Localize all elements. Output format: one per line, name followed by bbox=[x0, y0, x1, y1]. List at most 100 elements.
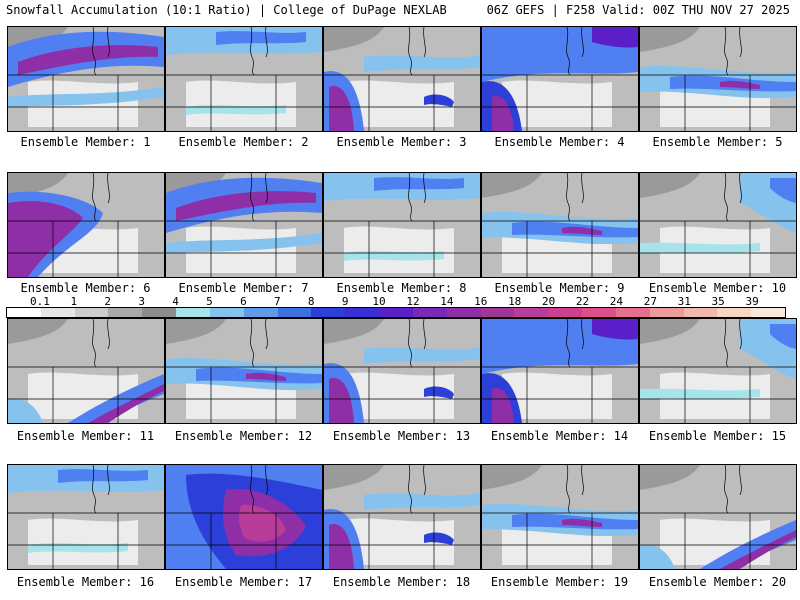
ensemble-member-map bbox=[639, 464, 797, 570]
colorbar-swatch bbox=[74, 308, 109, 317]
snowfall-contour bbox=[592, 27, 638, 48]
map-border-line bbox=[408, 319, 413, 368]
snowfall-contour bbox=[592, 319, 638, 340]
snowfall-contour bbox=[700, 520, 796, 569]
snowfall-field bbox=[640, 27, 796, 131]
colorbar-tick-label: 1 bbox=[70, 295, 78, 308]
colorbar-swatch bbox=[412, 308, 447, 317]
map-border-line bbox=[566, 319, 571, 368]
low-snow-area bbox=[28, 518, 138, 565]
colorbar-tick-label: 24 bbox=[609, 295, 624, 308]
colorbar-tick-label: 35 bbox=[711, 295, 725, 308]
low-snow-area bbox=[8, 173, 68, 198]
ensemble-member-label: Ensemble Member: 16 bbox=[16, 575, 155, 589]
snowfall-contour bbox=[8, 87, 164, 107]
low-snow-area bbox=[324, 319, 384, 344]
ensemble-member-map bbox=[481, 172, 639, 278]
low-snow-area bbox=[186, 80, 296, 127]
ensemble-member-map bbox=[7, 464, 165, 570]
map-border-line bbox=[265, 465, 268, 496]
snowfall-field bbox=[640, 465, 796, 569]
colorbar-tick-label: 3 bbox=[138, 295, 145, 308]
map-border-line bbox=[581, 173, 584, 204]
ensemble-member-map bbox=[7, 26, 165, 132]
colorbar-tick-label: 22 bbox=[575, 295, 590, 308]
colorbar-tick-label: 8 bbox=[307, 295, 315, 308]
colorbar-swatch bbox=[582, 308, 616, 317]
snowfall-field bbox=[8, 173, 164, 277]
map-border-line bbox=[566, 465, 571, 514]
snowfall-contour bbox=[770, 324, 796, 349]
snowfall-contour bbox=[88, 384, 164, 423]
map-border-line bbox=[581, 27, 584, 58]
colorbar-tick-label: 18 bbox=[508, 295, 522, 308]
colorbar-swatch bbox=[345, 308, 380, 317]
map-border-line bbox=[566, 173, 571, 222]
snowfall-field bbox=[324, 465, 480, 569]
snowfall-contour bbox=[239, 504, 286, 542]
map-border-line bbox=[408, 27, 413, 76]
map-border-line bbox=[739, 173, 742, 204]
colorbar-tick-label: 14 bbox=[440, 295, 454, 308]
colorbar-swatch bbox=[683, 308, 718, 317]
low-snow-area bbox=[166, 319, 226, 344]
colorbar-tick-label: 31 bbox=[677, 295, 691, 308]
colorbar-tick-label: 12 bbox=[406, 295, 420, 308]
map-border-line bbox=[92, 465, 97, 514]
colorbar-swatch bbox=[108, 308, 143, 317]
colorbar-swatch bbox=[649, 308, 684, 317]
ensemble-member-label: Ensemble Member: 13 bbox=[332, 429, 471, 443]
colorbar-swatch bbox=[40, 308, 75, 317]
snowfall-field bbox=[482, 27, 638, 131]
snowfall-field bbox=[166, 27, 322, 131]
map-border-line bbox=[107, 465, 110, 496]
ensemble-member-label: Ensemble Member: 14 bbox=[490, 429, 629, 443]
snowfall-field bbox=[482, 319, 638, 423]
ensemble-member-map bbox=[481, 318, 639, 424]
snowfall-field bbox=[166, 173, 322, 277]
ensemble-member-label: Ensemble Member: 17 bbox=[174, 575, 313, 589]
snowfall-contour bbox=[424, 94, 454, 107]
snowfall-colorbar bbox=[6, 307, 786, 318]
ensemble-member-label: Ensemble Member: 12 bbox=[174, 429, 313, 443]
colorbar-swatch bbox=[379, 308, 413, 317]
map-border-line bbox=[265, 173, 268, 204]
colorbar-tick-label: 7 bbox=[273, 295, 281, 308]
map-border-line bbox=[107, 319, 110, 350]
ensemble-member-map bbox=[323, 464, 481, 570]
colorbar-swatch bbox=[176, 308, 210, 317]
map-border-line bbox=[250, 27, 255, 76]
snowfall-contour bbox=[58, 469, 148, 483]
colorbar-tick-label: 10 bbox=[372, 295, 386, 308]
ensemble-member-label: Ensemble Member: 11 bbox=[16, 429, 155, 443]
map-border-line bbox=[408, 465, 413, 514]
snowfall-contour bbox=[68, 374, 164, 423]
ensemble-member-map bbox=[165, 318, 323, 424]
low-snow-area bbox=[324, 465, 384, 490]
snowfall-field bbox=[8, 465, 164, 569]
snowfall-field bbox=[324, 27, 480, 131]
low-snow-area bbox=[502, 80, 612, 127]
colorbar-swatch bbox=[615, 308, 650, 317]
snowfall-contour bbox=[424, 386, 454, 399]
snowfall-field bbox=[166, 465, 322, 569]
ensemble-member-map bbox=[7, 172, 165, 278]
snowfall-field bbox=[482, 173, 638, 277]
snowfall-contour bbox=[364, 347, 480, 364]
map-border-line bbox=[724, 319, 729, 368]
map-border-line bbox=[107, 173, 110, 204]
ensemble-member-map bbox=[323, 318, 481, 424]
map-border-line bbox=[724, 27, 729, 76]
ensemble-member-label: Ensemble Member: 4 bbox=[494, 135, 625, 149]
ensemble-member-label: Ensemble Member: 8 bbox=[336, 281, 467, 295]
ensemble-member-map bbox=[639, 318, 797, 424]
ensemble-member-label: Ensemble Member: 15 bbox=[648, 429, 787, 443]
colorbar-tick-label: 5 bbox=[206, 295, 213, 308]
colorbar-swatch bbox=[7, 308, 41, 317]
map-border-line bbox=[92, 27, 97, 76]
snowfall-contour bbox=[364, 55, 480, 72]
map-border-line bbox=[92, 319, 97, 368]
map-border-line bbox=[92, 173, 97, 222]
colorbar-swatch bbox=[277, 308, 312, 317]
snowfall-contour bbox=[329, 86, 354, 131]
